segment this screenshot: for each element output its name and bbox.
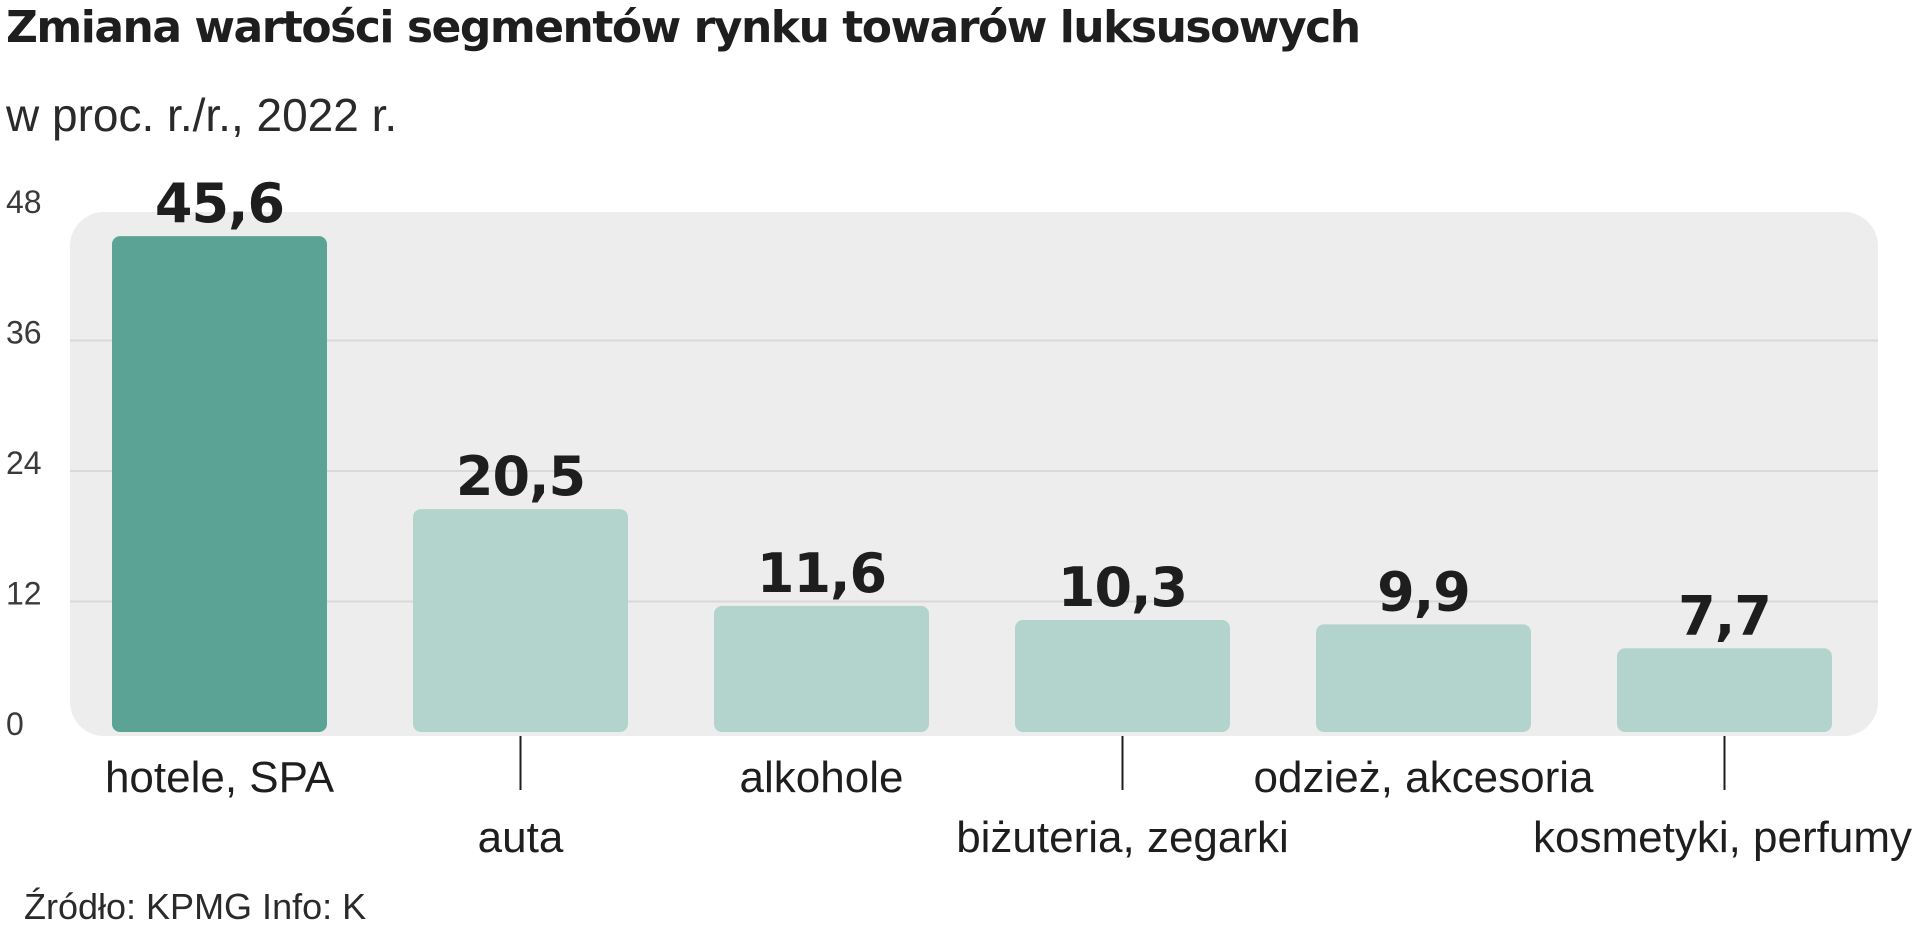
bar: [1617, 648, 1832, 732]
gridlines: [70, 339, 1878, 603]
bar: [714, 605, 929, 732]
value-label: 10,3: [1058, 556, 1187, 619]
bar: [1015, 619, 1230, 732]
category-label: kosmetyki, perfumy: [1533, 813, 1912, 862]
plot-background: [70, 212, 1878, 736]
category-label: alkohole: [740, 753, 904, 802]
chart-subtitle: w proc. r./r., 2022 r.: [6, 89, 398, 141]
category-label: biżuteria, zegarki: [956, 813, 1289, 862]
bars: [112, 236, 1832, 732]
bar: [413, 509, 628, 732]
value-label: 20,5: [456, 445, 585, 508]
y-tick-label: 24: [6, 445, 42, 481]
category-label: auta: [478, 813, 564, 862]
y-tick-label: 12: [6, 576, 42, 612]
chart-title: Zmiana wartości segmentów rynku towarów …: [6, 2, 1361, 53]
value-labels: 45,6 20,5 11,6 10,3 9,9 7,7: [155, 172, 1772, 647]
y-tick-label: 0: [6, 706, 24, 742]
y-tick-label: 48: [6, 184, 42, 220]
value-label: 7,7: [1678, 584, 1771, 647]
y-axis: 0 12 24 36 48: [6, 184, 42, 742]
y-tick-label: 36: [6, 315, 42, 351]
value-label: 9,9: [1377, 560, 1470, 623]
source-note: Źródło: KPMG Info: K: [24, 886, 367, 927]
value-label: 11,6: [757, 542, 886, 605]
category-label: hotele, SPA: [105, 753, 335, 802]
bar: [1316, 624, 1531, 732]
category-label: odzież, akcesoria: [1254, 753, 1594, 802]
category-labels: hotele, SPA auta alkohole biżuteria, zegark…: [105, 736, 1912, 862]
bar: [112, 236, 327, 732]
value-label: 45,6: [155, 172, 284, 235]
